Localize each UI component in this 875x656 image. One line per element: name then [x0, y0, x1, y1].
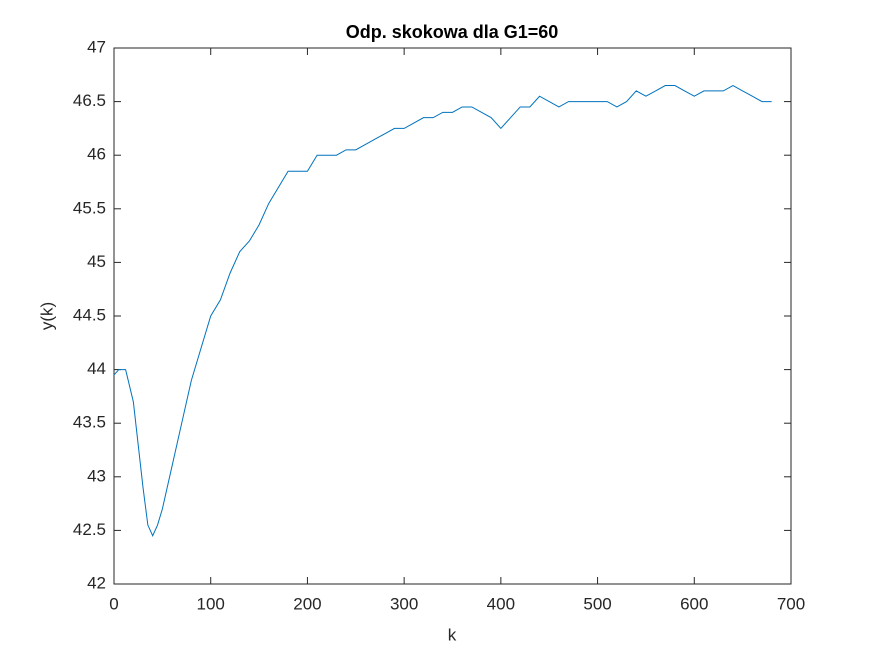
- x-tick-label: 100: [197, 594, 225, 613]
- y-tick-label: 45.5: [73, 198, 106, 217]
- y-axis-label: y(k): [37, 302, 56, 330]
- y-tick-label: 47: [87, 37, 106, 56]
- x-tick-label: 400: [487, 594, 515, 613]
- y-tick-label: 46: [87, 145, 106, 164]
- y-tick-label: 45: [87, 252, 106, 271]
- y-tick-label: 44.5: [73, 305, 106, 324]
- x-tick-label: 200: [293, 594, 321, 613]
- axes: [113, 47, 792, 585]
- x-tick-label: 600: [680, 594, 708, 613]
- y-tick-label: 43.5: [73, 413, 106, 432]
- y-tick-label: 42: [87, 573, 106, 592]
- y-tick-label: 44: [87, 359, 106, 378]
- y-tick-label: 43: [87, 466, 106, 485]
- x-tick-label: 700: [777, 594, 805, 613]
- data-line: [113, 84, 772, 537]
- x-tick-label: 300: [390, 594, 418, 613]
- x-tick-label: 0: [109, 594, 118, 613]
- x-tick-label: 500: [583, 594, 611, 613]
- chart-title: Odp. skokowa dla G1=60: [346, 22, 559, 42]
- y-tick-label: 46.5: [73, 91, 106, 110]
- y-tick-label: 42.5: [73, 520, 106, 539]
- x-axis-label: k: [448, 625, 457, 644]
- plot-area: [113, 47, 792, 585]
